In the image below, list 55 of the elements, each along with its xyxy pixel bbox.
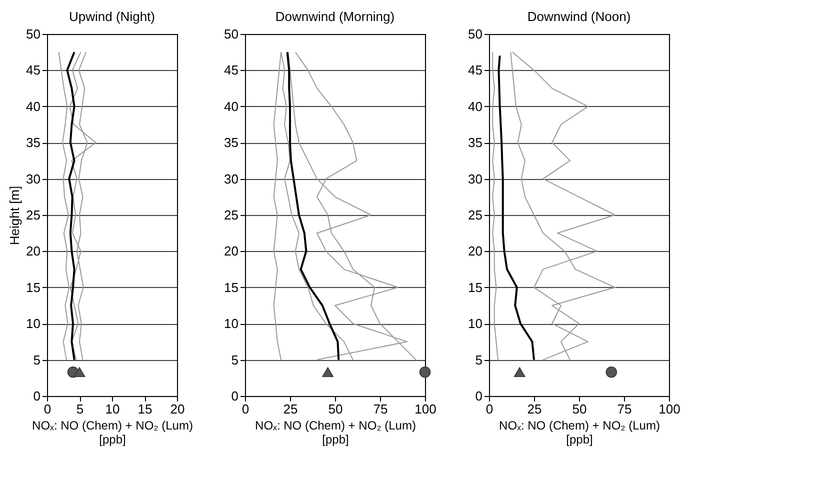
y-tick-label: 10	[26, 316, 40, 332]
y-tick-label: 40	[26, 98, 40, 114]
y-tick-label: 0	[475, 388, 482, 404]
y-tick-label: 45	[468, 62, 482, 78]
x-tick-label: 100	[658, 402, 680, 416]
y-tick-label: 10	[468, 316, 482, 332]
y-tick-label: 35	[224, 135, 238, 150]
y-tick-label: 25	[468, 208, 482, 222]
x-tick-label: 75	[617, 402, 632, 416]
y-tick-label: 45	[26, 62, 40, 78]
x-tick-label: 25	[283, 402, 298, 416]
y-tick-label: 35	[468, 135, 482, 150]
y-tick-label: 30	[468, 171, 482, 186]
y-tick-label: 20	[26, 244, 40, 259]
x-tick-label: 0	[242, 402, 250, 416]
x-tick-label: 0	[486, 402, 494, 416]
y-tick-label: 0	[33, 388, 40, 404]
y-tick-label: 10	[224, 316, 238, 332]
y-tick-label: 5	[231, 352, 238, 368]
y-tick-label: 50	[224, 26, 238, 42]
y-tick-label: 5	[33, 352, 40, 368]
chart-title: Upwind (Night)	[69, 9, 155, 24]
y-tick-label: 50	[468, 26, 482, 42]
x-tick-label: 20	[170, 402, 185, 416]
y-tick-label: 40	[224, 98, 238, 114]
y-tick-label: 0	[231, 388, 238, 404]
x-axis-title: NOₓ: NO (Chem) + NO₂ (Lum) [ppb]	[255, 418, 416, 446]
y-tick-label: 35	[26, 135, 40, 150]
y-axis-title: Height [m]	[7, 186, 22, 246]
x-tick-label: 50	[572, 402, 587, 416]
y-tick-label: 30	[224, 171, 238, 186]
x-tick-label: 10	[105, 402, 120, 416]
x-tick-label: 5	[76, 402, 84, 416]
x-tick-label: 15	[138, 402, 152, 416]
y-tick-label: 20	[224, 244, 238, 259]
x-tick-label: 50	[328, 402, 343, 416]
y-tick-label: 50	[26, 26, 40, 42]
y-tick-label: 30	[26, 171, 40, 186]
chart-title: Downwind (Morning)	[275, 9, 395, 24]
x-tick-label: 25	[527, 402, 542, 416]
x-tick-label: 75	[373, 402, 388, 416]
y-tick-label: 20	[468, 244, 482, 259]
y-tick-label: 5	[475, 352, 482, 368]
x-tick-label: 0	[44, 402, 52, 416]
x-axis-title: NOₓ: NO (Chem) + NO₂ (Lum) [ppb]	[499, 418, 660, 446]
y-tick-label: 25	[224, 208, 238, 222]
y-tick-label: 15	[468, 280, 482, 295]
y-tick-label: 40	[468, 98, 482, 114]
y-tick-label: 15	[26, 280, 40, 295]
y-tick-label: 15	[224, 280, 238, 295]
y-tick-label: 45	[224, 62, 238, 78]
x-axis-title: NOₓ: NO (Chem) + NO₂ (Lum) [ppb]	[32, 418, 193, 446]
x-tick-label: 100	[414, 402, 436, 416]
chart-title: Downwind (Noon)	[527, 9, 631, 24]
y-tick-label: 25	[26, 208, 40, 222]
